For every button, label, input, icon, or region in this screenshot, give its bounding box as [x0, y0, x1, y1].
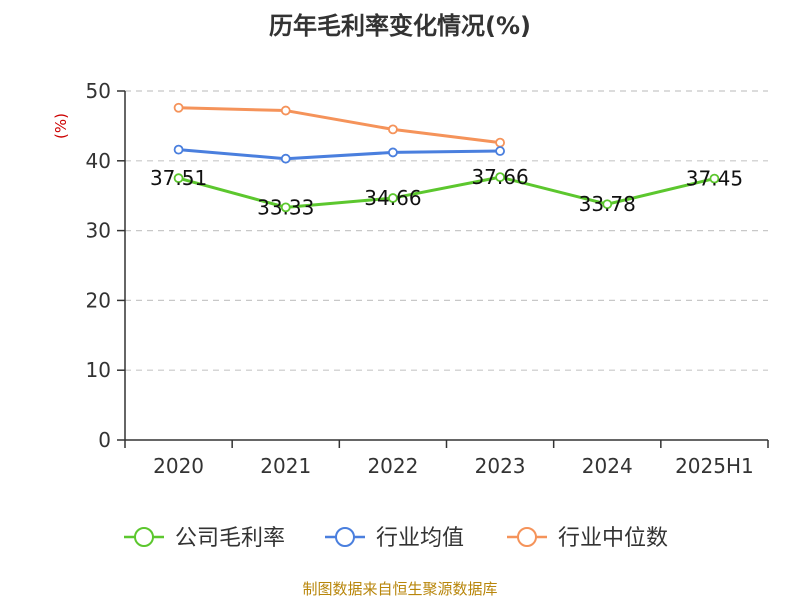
data-point[interactable]	[388, 193, 398, 203]
data-point[interactable]	[495, 137, 505, 148]
y-tick-label: 40	[86, 149, 111, 173]
data-point[interactable]	[280, 105, 291, 116]
x-tick-label: 2025H1	[675, 454, 754, 478]
series-line-1	[178, 148, 501, 161]
data-point[interactable]	[173, 102, 184, 113]
axes: 0 10 20 30 40 50 2020 2021 2022 2023 2024 2025H1	[86, 79, 769, 478]
data-label: 37.66	[471, 165, 528, 189]
y-tick-label: 10	[86, 358, 111, 382]
data-point[interactable]	[280, 202, 291, 213]
legend-item-2[interactable]: 行业中位数	[507, 526, 668, 551]
legend-marker	[134, 527, 154, 547]
series-line-2	[178, 106, 501, 145]
chart-title: 历年毛利率变化情况(%)	[269, 12, 531, 40]
grid-lines	[125, 90, 768, 371]
series-lines	[173, 102, 720, 213]
x-tick-label: 2023	[475, 454, 526, 478]
legend-label: 公司毛利率	[175, 526, 285, 551]
data-point[interactable]	[173, 144, 184, 155]
data-point[interactable]	[280, 153, 291, 164]
legend-item-0[interactable]: 公司毛利率	[124, 526, 285, 551]
data-point[interactable]	[495, 172, 505, 183]
data-label: 34.66	[364, 186, 421, 210]
data-labels: 37.51 33.33 34.66 37.66 33.78 37.45	[150, 165, 743, 219]
legend-marker	[517, 527, 537, 547]
data-point[interactable]	[173, 173, 184, 184]
y-tick-label: 20	[86, 288, 111, 312]
data-point[interactable]	[602, 199, 613, 210]
y-tick-label: 0	[98, 428, 111, 452]
series-line-0	[178, 175, 715, 209]
x-tick-label: 2024	[582, 454, 633, 478]
legend-marker	[335, 527, 355, 547]
data-point[interactable]	[709, 173, 720, 184]
data-label: 37.51	[150, 166, 207, 190]
data-point[interactable]	[388, 124, 398, 135]
x-tick-label: 2020	[153, 454, 204, 478]
y-axis-unit-label: (%)	[52, 113, 70, 139]
data-point[interactable]	[495, 146, 505, 156]
legend-label: 行业均值	[376, 526, 464, 551]
x-tick-label: 2021	[260, 454, 311, 478]
legend[interactable]: 公司毛利率 行业均值 行业中位数	[124, 526, 668, 551]
data-label: 37.45	[686, 167, 743, 191]
legend-label: 行业中位数	[558, 526, 668, 551]
x-tick-label: 2022	[367, 454, 418, 478]
y-tick-label: 30	[86, 219, 111, 243]
legend-item-1[interactable]: 行业均值	[325, 526, 464, 551]
y-tick-label: 50	[86, 79, 111, 103]
data-point[interactable]	[388, 147, 398, 158]
data-label: 33.78	[579, 192, 636, 216]
footer-source: 制图数据来自恒生聚源数据库	[302, 580, 498, 598]
data-label: 33.33	[257, 195, 314, 219]
